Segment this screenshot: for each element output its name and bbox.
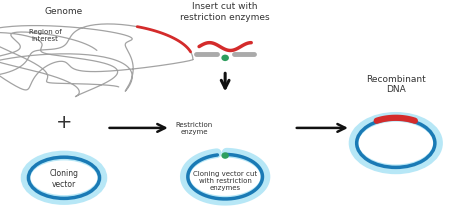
Text: Genome: Genome: [45, 7, 83, 16]
Text: Cloning vector cut
with restriction
enzymes: Cloning vector cut with restriction enzy…: [193, 171, 257, 191]
Text: Region of
interest: Region of interest: [28, 29, 62, 42]
Text: Insert cut with
restriction enzymes: Insert cut with restriction enzymes: [180, 2, 270, 22]
Text: +: +: [56, 113, 72, 132]
Ellipse shape: [221, 152, 229, 159]
Text: Cloning
vector: Cloning vector: [49, 169, 79, 189]
Ellipse shape: [221, 55, 229, 61]
Text: Restriction
enzyme: Restriction enzyme: [176, 122, 213, 136]
Text: Recombinant
DNA: Recombinant DNA: [366, 75, 426, 94]
